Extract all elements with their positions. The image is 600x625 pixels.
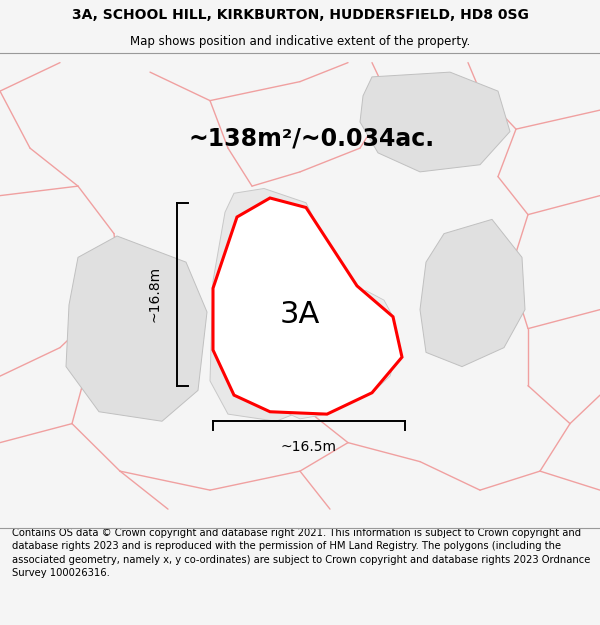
Text: ~16.8m: ~16.8m bbox=[148, 266, 162, 322]
Text: Contains OS data © Crown copyright and database right 2021. This information is : Contains OS data © Crown copyright and d… bbox=[12, 528, 590, 578]
Polygon shape bbox=[279, 291, 396, 419]
Polygon shape bbox=[360, 72, 510, 172]
Polygon shape bbox=[210, 189, 333, 421]
Text: ~16.5m: ~16.5m bbox=[281, 440, 337, 454]
Text: 3A: 3A bbox=[280, 300, 320, 329]
Polygon shape bbox=[66, 236, 207, 421]
Text: ~138m²/~0.034ac.: ~138m²/~0.034ac. bbox=[189, 127, 435, 151]
Polygon shape bbox=[213, 198, 402, 414]
Polygon shape bbox=[420, 219, 525, 367]
Text: 3A, SCHOOL HILL, KIRKBURTON, HUDDERSFIELD, HD8 0SG: 3A, SCHOOL HILL, KIRKBURTON, HUDDERSFIEL… bbox=[71, 8, 529, 22]
Text: Map shows position and indicative extent of the property.: Map shows position and indicative extent… bbox=[130, 35, 470, 48]
